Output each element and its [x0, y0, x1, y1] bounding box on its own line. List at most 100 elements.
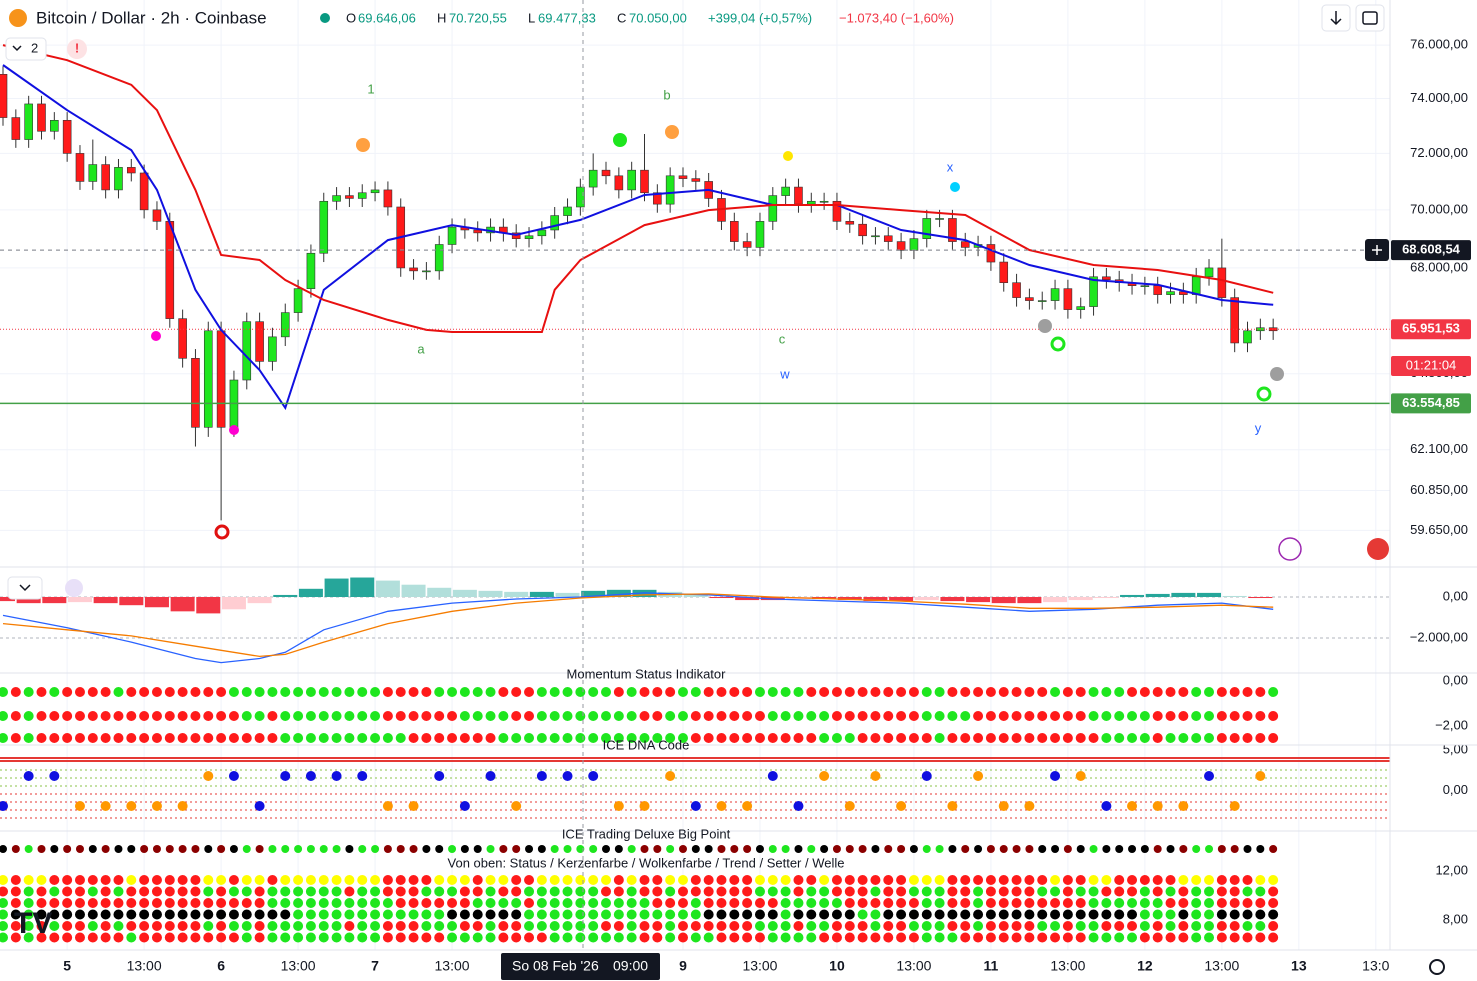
button[interactable] — [1355, 4, 1385, 32]
status-dot — [1152, 801, 1163, 811]
status-dot — [370, 711, 381, 721]
status-dot — [344, 886, 355, 897]
status-dot — [62, 932, 73, 943]
status-dot — [152, 845, 161, 853]
status-dot — [408, 921, 419, 931]
event-icon[interactable] — [1367, 538, 1389, 560]
status-dot — [601, 711, 612, 721]
status-dot — [883, 687, 894, 697]
status-dot — [896, 932, 907, 943]
status-dot — [485, 771, 496, 781]
status-dot — [793, 801, 804, 811]
settings-icon[interactable] — [1429, 959, 1445, 975]
status-dot — [203, 875, 214, 885]
status-dot — [896, 801, 907, 811]
status-dot — [486, 845, 495, 853]
status-dot — [844, 801, 855, 811]
histogram-bar — [67, 596, 92, 603]
status-dot — [87, 909, 98, 920]
status-dot — [729, 898, 740, 908]
candle-body — [781, 186, 790, 196]
status-dot — [10, 909, 21, 920]
status-dot — [177, 711, 188, 721]
status-dot — [1204, 711, 1215, 721]
candle-body — [139, 172, 149, 211]
status-dot — [216, 932, 227, 943]
candle-body — [935, 218, 944, 220]
status-dot — [267, 932, 278, 943]
status-dot — [652, 711, 663, 721]
status-dot — [49, 687, 60, 697]
status-dot — [344, 909, 355, 920]
status-dot — [203, 711, 214, 721]
status-dot — [62, 898, 73, 908]
status-dot — [241, 733, 252, 743]
status-dot — [677, 909, 688, 920]
histogram-bar — [889, 596, 914, 602]
status-dot — [1037, 875, 1048, 885]
status-dot — [793, 909, 804, 920]
status-dot — [754, 921, 765, 931]
status-dot — [665, 711, 676, 721]
status-dot — [844, 932, 855, 943]
candle-body — [1025, 297, 1034, 301]
pane-icon[interactable] — [65, 579, 83, 597]
status-dot — [921, 909, 932, 920]
status-dot — [87, 733, 98, 743]
status-dot — [1037, 711, 1048, 721]
status-dot — [1242, 875, 1253, 885]
status-dot — [1216, 932, 1227, 943]
candle-body — [345, 195, 354, 199]
status-dot — [1062, 711, 1073, 721]
status-dot — [0, 932, 8, 943]
status-dot — [447, 932, 458, 943]
status-dot — [74, 801, 85, 811]
status-dot — [49, 875, 60, 885]
histogram-bar — [1043, 596, 1068, 603]
status-dot — [549, 733, 560, 743]
status-dot — [1229, 733, 1240, 743]
histogram-bar — [42, 596, 67, 604]
status-dot — [844, 909, 855, 920]
x-tick-label: 7 — [371, 958, 379, 974]
status-dot — [536, 733, 547, 743]
status-dot — [998, 687, 1009, 697]
status-dot — [703, 898, 714, 908]
status-dot — [1178, 921, 1189, 931]
event-icon[interactable] — [1278, 537, 1302, 561]
alert-icon[interactable] — [67, 39, 87, 59]
status-dot — [960, 932, 971, 943]
status-dot — [897, 845, 906, 853]
status-dot — [190, 733, 201, 743]
status-dot — [729, 875, 740, 885]
status-dot — [447, 875, 458, 885]
status-dot — [1050, 875, 1061, 885]
status-dot — [203, 733, 214, 743]
status-dot — [1204, 771, 1215, 781]
status-dot — [1062, 733, 1073, 743]
status-dot — [665, 898, 676, 908]
candle-body — [550, 215, 559, 231]
wave-label: w — [779, 366, 790, 381]
status-dot — [1011, 687, 1022, 697]
status-dot — [485, 687, 496, 697]
status-dot — [447, 687, 458, 697]
histogram-bar — [93, 596, 118, 604]
candle-body — [742, 241, 752, 248]
candle-body — [255, 321, 264, 362]
status-dot — [870, 898, 881, 908]
status-dot — [767, 932, 778, 943]
status-dot — [1178, 932, 1189, 943]
status-dot — [23, 898, 34, 908]
status-dot — [151, 801, 162, 811]
status-dot — [588, 687, 599, 697]
histogram-bar — [1017, 596, 1042, 604]
indicator-toggle[interactable] — [5, 37, 47, 61]
status-dot — [767, 733, 778, 743]
status-dot — [472, 875, 483, 885]
pane-toggle[interactable] — [7, 576, 43, 600]
status-dot — [1050, 711, 1061, 721]
status-dot — [511, 909, 522, 920]
status-dot — [985, 921, 996, 931]
status-dot — [870, 886, 881, 897]
